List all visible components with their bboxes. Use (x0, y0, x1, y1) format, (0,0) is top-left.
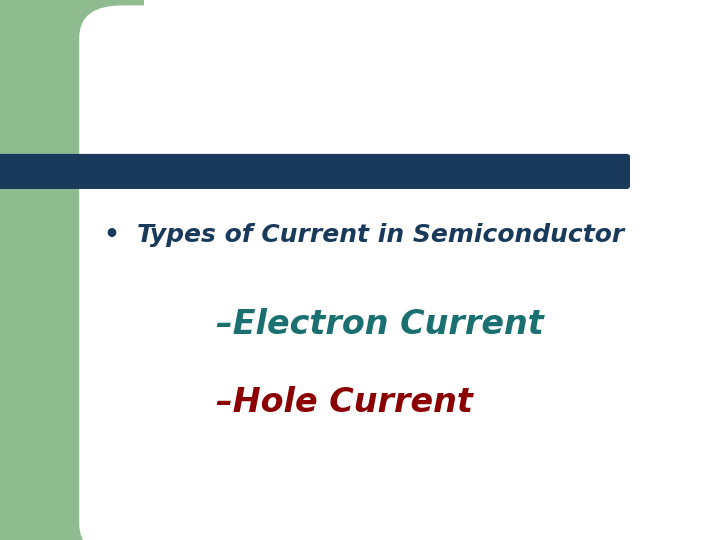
Text: •: • (104, 223, 120, 247)
FancyBboxPatch shape (0, 154, 630, 189)
Text: –Hole Current: –Hole Current (216, 386, 473, 419)
Bar (144, 0, 720, 108)
Text: –Electron Current: –Electron Current (216, 307, 544, 341)
FancyBboxPatch shape (79, 5, 720, 540)
Text: Types of Current in Semiconductor: Types of Current in Semiconductor (137, 223, 624, 247)
Bar (101, 97, 720, 540)
